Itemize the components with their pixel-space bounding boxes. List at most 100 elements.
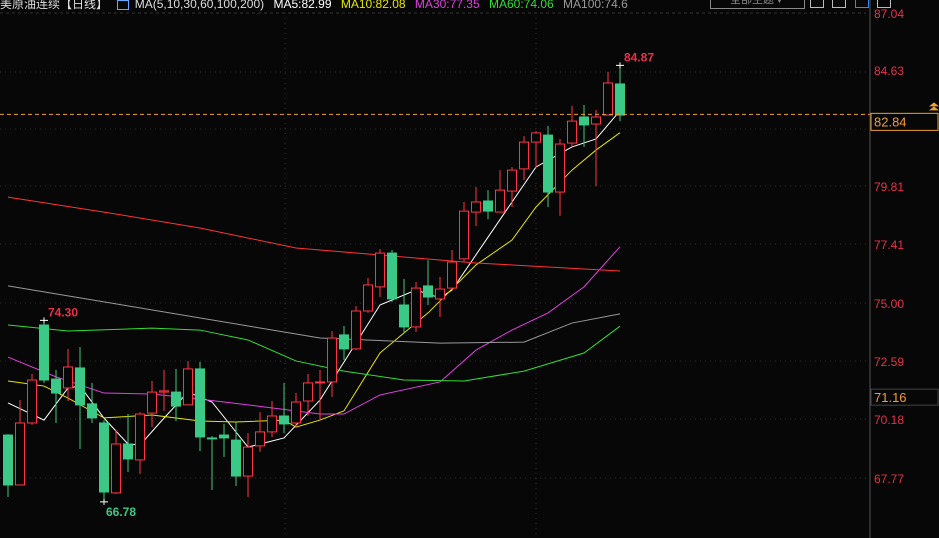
- candle-body: [423, 285, 433, 298]
- candle: [591, 110, 601, 187]
- candle-body: [327, 337, 337, 383]
- ma-line-ma200: [7, 196, 621, 272]
- ma-line-ma10: [7, 132, 621, 428]
- chart-type-icon[interactable]: [117, 0, 130, 10]
- ma60-value: MA60:74.06: [488, 0, 554, 11]
- layout-grid-icon[interactable]: [810, 0, 824, 8]
- candle-body: [543, 134, 553, 193]
- candle: [51, 369, 61, 423]
- candle-body: [519, 141, 529, 170]
- candle-body: [399, 304, 409, 328]
- candle: [387, 249, 397, 303]
- candle-body: [267, 415, 277, 433]
- candle-body: [387, 252, 397, 300]
- candle: [183, 360, 193, 406]
- layout-corner-icon[interactable]: [877, 0, 891, 8]
- candle-body: [579, 116, 589, 126]
- extreme-price-label: 84.87: [624, 50, 654, 64]
- extreme-marker: [616, 62, 624, 69]
- candle-body: [171, 391, 181, 407]
- candle-body: [411, 287, 421, 328]
- current-price-label: 82.84: [874, 114, 907, 129]
- candle: [615, 65, 625, 122]
- ma-params: MA(5,10,30,60,100,200): [134, 0, 265, 11]
- extreme-marker: [40, 317, 48, 324]
- candle: [339, 325, 349, 360]
- candle-body: [207, 437, 217, 440]
- y-tick-label: 77.41: [874, 238, 904, 252]
- candle: [63, 348, 73, 402]
- candle-body: [27, 379, 37, 424]
- candle: [327, 331, 337, 397]
- candle-body: [495, 189, 505, 213]
- candle: [567, 105, 577, 147]
- candle: [447, 249, 457, 291]
- ma-line-ma100: [7, 285, 621, 344]
- candle-body: [231, 439, 241, 477]
- candle-body: [135, 413, 145, 461]
- theme-dropdown-button[interactable]: 全部主题▼: [710, 0, 805, 9]
- candle: [423, 260, 433, 305]
- candle: [483, 190, 493, 220]
- candle: [351, 305, 361, 351]
- y-tick-label: 70.18: [874, 413, 904, 427]
- candle-body: [111, 443, 121, 494]
- candle-body: [567, 120, 577, 144]
- candle: [39, 320, 49, 383]
- candle: [435, 276, 445, 318]
- candle: [495, 170, 505, 213]
- candle: [171, 368, 181, 422]
- layout-split-icon[interactable]: [832, 0, 846, 8]
- candle-body: [123, 443, 133, 460]
- candle: [315, 369, 325, 421]
- ma-line-ma30: [7, 246, 621, 415]
- candle: [87, 382, 97, 423]
- candle: [519, 136, 529, 180]
- extreme-price-label: 74.30: [48, 305, 78, 319]
- candle: [75, 346, 85, 450]
- candle: [543, 125, 553, 208]
- candle: [135, 412, 145, 474]
- candle: [243, 433, 253, 498]
- y-tick-label: 75.00: [874, 297, 904, 311]
- y-tick-label: 87.04: [874, 7, 904, 21]
- candle: [279, 382, 289, 434]
- candle-body: [291, 401, 301, 424]
- candle: [111, 429, 121, 494]
- candle: [411, 282, 421, 332]
- candle-body: [531, 132, 541, 143]
- candle-body: [51, 378, 61, 394]
- candle-body: [459, 210, 469, 260]
- candle: [207, 435, 217, 491]
- candle-body: [99, 422, 109, 493]
- candle-body: [435, 288, 445, 300]
- candle: [123, 414, 133, 472]
- candle-body: [471, 201, 481, 213]
- candle-body: [591, 116, 601, 125]
- scroll-up-arrow-icon[interactable]: [929, 102, 939, 111]
- instrument-title: 美原油连续【日线】: [0, 0, 109, 11]
- candle: [159, 369, 169, 411]
- candle: [3, 434, 13, 498]
- candle-body: [303, 382, 313, 402]
- y-tick-label: 79.81: [874, 180, 904, 194]
- candle: [399, 278, 409, 333]
- marker-price-label: 71.16: [874, 390, 907, 405]
- y-tick-label: 84.63: [874, 64, 904, 78]
- candle-body: [555, 143, 565, 193]
- chart-header: 美原油连续【日线】 MA(5,10,30,60,100,200) MA5:82.…: [0, 0, 634, 11]
- ma-line-ma60: [7, 324, 621, 382]
- extreme-price-label: 66.78: [106, 505, 136, 519]
- layout-active-icon[interactable]: [855, 0, 869, 8]
- ma100-value: MA100:74.6: [563, 0, 628, 11]
- candle-body: [447, 261, 457, 289]
- extreme-marker: [100, 498, 108, 505]
- candle-body: [195, 368, 205, 438]
- candle: [219, 423, 229, 457]
- y-tick-label: 67.77: [874, 472, 904, 486]
- candle: [27, 373, 37, 425]
- candle: [99, 420, 109, 502]
- current-price-box: [870, 112, 939, 131]
- ma5-value: MA5:82.99: [273, 0, 332, 11]
